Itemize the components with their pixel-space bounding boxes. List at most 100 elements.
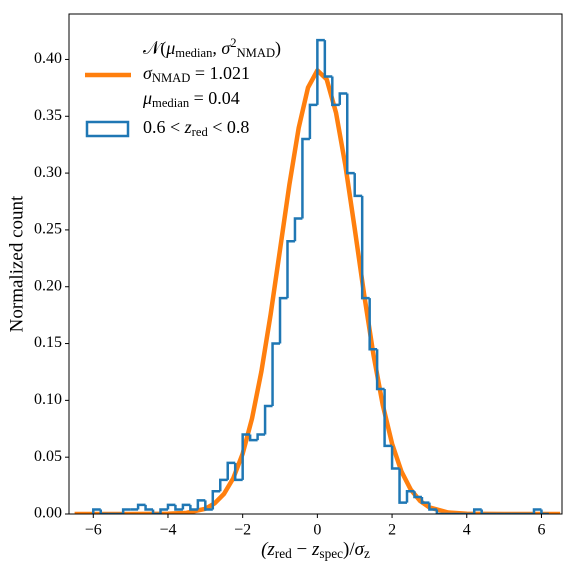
- hist-step: [301, 137, 310, 219]
- text-part: (z: [261, 539, 275, 560]
- hist-step: [435, 509, 445, 514]
- y-axis-label: Normalized count: [6, 195, 27, 332]
- hist-step: [233, 462, 243, 482]
- text-part: 0.6 <: [143, 117, 185, 137]
- y-tick-label: 0.10: [34, 391, 62, 408]
- y-tick-label: 0.40: [34, 50, 62, 67]
- y-tick-label: 0.00: [34, 505, 62, 522]
- hist-step: [413, 491, 422, 499]
- hist-step: [338, 92, 348, 105]
- hist-step: [211, 490, 221, 510]
- hist-step: [308, 103, 318, 139]
- x-tick-label: 6: [537, 522, 545, 539]
- legend-label: σNMAD = 1.021: [143, 63, 250, 85]
- hist-step: [383, 389, 393, 448]
- hist-step: [136, 503, 146, 510]
- y-tick-label: 0.15: [34, 334, 62, 351]
- hist-step: [293, 217, 303, 242]
- text-part: < 0.8: [208, 117, 250, 137]
- x-axis-label: (zred − zspec)/σz: [261, 539, 370, 561]
- hist-step: [375, 349, 385, 391]
- hist-step: [368, 298, 378, 351]
- hist-step: [263, 404, 273, 435]
- hist-step: [540, 509, 549, 514]
- hist-step: [428, 502, 437, 511]
- hist-step: [390, 445, 400, 470]
- hist-step: [286, 240, 295, 299]
- x-tick-label: 2: [388, 522, 396, 539]
- hist-step: [405, 490, 415, 503]
- hist-step: [331, 76, 340, 107]
- text-part: red: [192, 125, 209, 139]
- hist-step: [92, 508, 101, 514]
- text-part: 2: [230, 36, 236, 50]
- text-part: −: [292, 539, 312, 560]
- hist-step: [181, 503, 191, 510]
- text-part: = 0.04: [189, 88, 240, 108]
- hist-step: [420, 496, 430, 504]
- text-part: ): [275, 38, 281, 59]
- hist-step: [219, 478, 228, 492]
- text-part: σ: [355, 539, 365, 560]
- x-tick-label: −6: [85, 522, 102, 539]
- hist-step: [256, 433, 266, 441]
- legend-swatch: [85, 120, 130, 138]
- axes-frame: [68, 13, 563, 515]
- hist-step: [166, 503, 176, 510]
- hist-step: [174, 504, 183, 511]
- hist-step: [360, 195, 370, 300]
- y-tick-label: 0.05: [34, 448, 62, 465]
- hist-step: [353, 173, 363, 198]
- hist-step: [316, 38, 325, 105]
- text-part: NMAD: [152, 71, 190, 85]
- hist-step: [121, 508, 131, 514]
- hist-step: [345, 93, 355, 175]
- legend-label: 0.6 < zred < 0.8: [143, 117, 249, 139]
- text-part: red: [275, 546, 292, 561]
- hist-step: [159, 508, 168, 514]
- text-part: = 1.021: [190, 63, 250, 83]
- hist-step: [151, 509, 161, 514]
- text-part: z: [364, 546, 370, 561]
- text-part: ,: [212, 38, 221, 58]
- hist-step: [323, 40, 333, 78]
- text-part: z: [184, 117, 192, 137]
- y-tick-label: 0.25: [34, 221, 62, 238]
- hist-step: [241, 433, 251, 480]
- text-part: 𝒩(: [143, 38, 166, 59]
- hist-step: [472, 508, 482, 514]
- text-part: σ: [143, 63, 153, 83]
- text-part: NMAD: [237, 46, 275, 60]
- hist-step: [398, 468, 408, 504]
- legend-label: μmedian = 0.04: [142, 88, 240, 110]
- text-part: μ: [165, 38, 175, 58]
- text-part: μ: [142, 88, 152, 108]
- y-tick-label: 0.20: [34, 277, 62, 294]
- hist-step: [196, 499, 206, 510]
- hist-step: [278, 296, 288, 344]
- x-tick-label: 0: [313, 522, 321, 539]
- x-tick-label: 4: [463, 522, 471, 539]
- hist-step: [144, 504, 154, 511]
- hist-step: [226, 461, 236, 480]
- text-part: )/: [343, 539, 355, 560]
- x-tick-label: −2: [234, 522, 251, 539]
- text-part: spec: [319, 546, 343, 561]
- hist-step: [189, 504, 198, 511]
- text-part: median: [175, 46, 213, 60]
- legend-label: 𝒩(μmedian, σ2NMAD): [143, 36, 281, 60]
- hist-step: [248, 434, 258, 442]
- plot: [74, 38, 561, 514]
- text-part: median: [152, 96, 190, 110]
- x-tick-label: −4: [159, 522, 176, 539]
- hist-step: [480, 509, 490, 514]
- y-tick-label: 0.30: [34, 164, 62, 181]
- text-part: σ: [221, 38, 231, 58]
- hist-step: [99, 509, 109, 514]
- hist-step: [532, 508, 542, 514]
- hist-step: [204, 500, 213, 511]
- hist-step: [271, 342, 281, 407]
- text-part: z: [311, 539, 320, 560]
- y-tick-label: 0.35: [34, 107, 62, 124]
